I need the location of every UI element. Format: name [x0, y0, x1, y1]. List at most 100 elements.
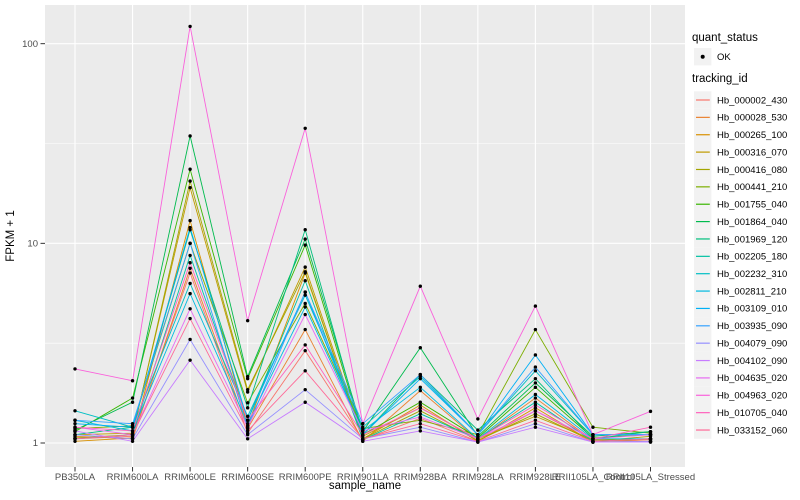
data-point — [648, 429, 653, 434]
data-point — [533, 369, 538, 373]
x-tick-labels: PB350LA RRIM600LA RRIM600LE RRIM600SE RRIM60… — [55, 472, 695, 483]
data-point — [303, 343, 307, 347]
data-point — [188, 271, 192, 275]
data-point — [533, 400, 538, 404]
data-point — [245, 429, 250, 433]
data-point — [533, 409, 538, 413]
data-point — [418, 403, 422, 407]
data-point — [418, 406, 422, 410]
data-point — [303, 243, 307, 247]
data-points — [73, 24, 653, 444]
data-point — [188, 281, 192, 286]
y-tick-label: 10 — [27, 239, 38, 250]
data-point — [245, 387, 250, 392]
data-point — [648, 437, 653, 441]
data-point — [418, 400, 422, 404]
data-point — [418, 346, 422, 350]
legend-item-label: Hb_000002_430 — [717, 95, 787, 106]
legend-item-label: Hb_000316_070 — [717, 147, 787, 158]
data-point — [303, 293, 307, 297]
x-tick-label: RRIM600LA — [107, 472, 159, 483]
data-point — [303, 237, 307, 241]
data-point — [188, 134, 192, 138]
legend-tracking-id-title: tracking_id — [692, 73, 748, 85]
data-point — [476, 433, 480, 437]
data-point — [533, 403, 538, 407]
data-point — [130, 433, 135, 437]
data-point — [73, 421, 77, 426]
data-point — [73, 429, 77, 433]
data-point — [303, 228, 307, 232]
data-point — [188, 260, 192, 265]
data-point — [361, 425, 365, 429]
data-point — [418, 376, 422, 381]
legend-item-label: Hb_004079_090 — [717, 338, 787, 349]
data-point — [418, 284, 422, 288]
data-point — [73, 367, 77, 371]
data-point — [533, 327, 538, 332]
data-point — [245, 401, 250, 405]
data-point — [245, 414, 250, 419]
x-axis-title: sample_name — [329, 480, 401, 492]
x-tick-label: RRIM901LA — [337, 472, 389, 483]
data-point — [533, 353, 538, 357]
data-point — [188, 24, 192, 29]
data-point — [476, 439, 480, 443]
data-point — [73, 437, 77, 441]
data-point — [188, 185, 192, 190]
data-point — [533, 392, 538, 397]
y-tick-label: 1 — [33, 438, 38, 449]
data-point — [245, 418, 250, 422]
data-point — [418, 421, 422, 426]
data-point — [303, 369, 307, 373]
data-point — [591, 425, 595, 429]
legend: quant_status OK tracking_id Hb_000002_43… — [692, 32, 787, 439]
data-point — [418, 385, 422, 390]
legend-item-label: Hb_001864_040 — [717, 217, 787, 228]
data-point — [418, 388, 422, 393]
data-point — [188, 241, 192, 246]
x-tick-label: RRIM600SE — [221, 472, 274, 483]
data-point — [245, 318, 250, 323]
axis-ticks — [40, 43, 651, 472]
x-tick-label: RRIM600LE — [164, 472, 216, 483]
data-point — [130, 439, 135, 443]
data-point — [418, 415, 422, 419]
data-point — [188, 266, 192, 270]
legend-item-label: Hb_004102_090 — [717, 356, 787, 367]
data-point — [73, 409, 77, 413]
data-point — [533, 406, 538, 410]
y-axis-title: FPKM + 1 — [5, 210, 17, 261]
data-point — [130, 425, 135, 429]
data-point — [418, 412, 422, 416]
legend-item-label: Hb_002232_310 — [717, 269, 787, 280]
data-point — [245, 433, 250, 437]
data-point — [73, 439, 77, 443]
data-point — [303, 290, 307, 294]
data-point — [303, 305, 307, 309]
data-point — [188, 225, 192, 230]
data-point — [533, 412, 538, 416]
data-point — [533, 376, 538, 381]
ok-point-marker-icon — [700, 54, 705, 59]
data-point — [188, 253, 192, 258]
legend-quant-status-title: quant_status — [692, 32, 758, 44]
x-tick-label: PB350LA — [55, 472, 96, 483]
data-point — [533, 418, 538, 422]
y-tick-label: 100 — [22, 39, 38, 50]
panel-background — [45, 5, 685, 467]
data-point — [188, 316, 192, 321]
data-point — [476, 428, 480, 432]
legend-item-label: Hb_002205_180 — [717, 252, 787, 263]
data-point — [303, 327, 307, 332]
data-point — [188, 307, 192, 311]
legend-ok-label: OK — [717, 52, 731, 63]
data-point — [73, 425, 77, 429]
data-point — [130, 379, 135, 383]
data-point — [130, 400, 135, 404]
legend-item-label: Hb_000441_210 — [717, 182, 787, 193]
data-point — [533, 385, 538, 390]
data-point — [188, 337, 192, 342]
